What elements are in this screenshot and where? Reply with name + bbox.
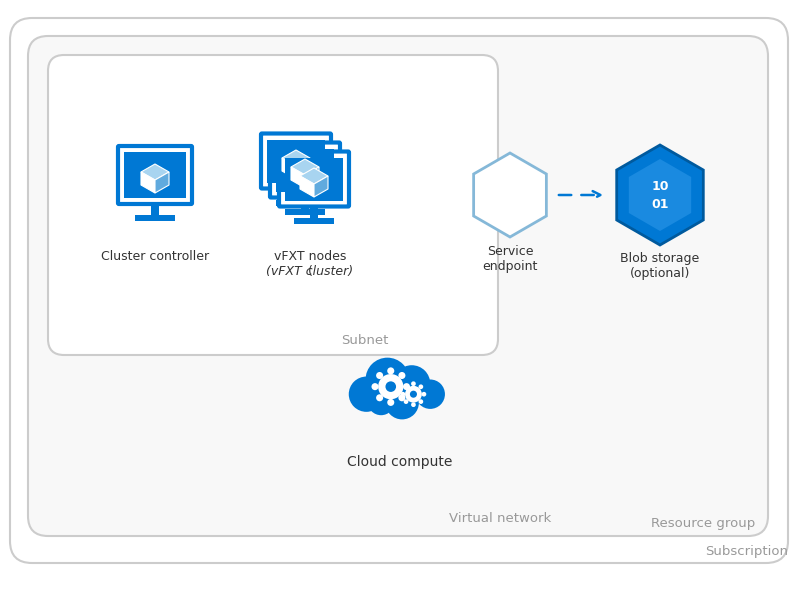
Polygon shape [141,164,169,180]
Circle shape [415,380,445,409]
Bar [301,196,309,208]
Circle shape [418,400,423,404]
Bar [294,217,334,223]
Text: (vFXT cluster): (vFXT cluster) [266,265,354,278]
Polygon shape [629,159,691,231]
Bar [285,208,325,214]
Polygon shape [617,145,703,245]
Text: Subscription: Subscription [705,545,788,558]
Polygon shape [141,172,155,193]
Text: Service: Service [486,245,534,258]
FancyBboxPatch shape [28,36,768,536]
Circle shape [378,374,403,400]
Polygon shape [291,167,305,188]
Circle shape [376,394,383,401]
Circle shape [404,400,408,404]
Text: Cluster controller: Cluster controller [101,250,209,263]
Bar [310,205,318,217]
Polygon shape [282,150,310,166]
Bar [135,215,175,221]
Text: Cloud compute: Cloud compute [347,455,453,469]
Text: Virtual network: Virtual network [449,512,551,525]
Polygon shape [300,168,328,184]
Circle shape [386,386,419,419]
Text: Blob storage: Blob storage [620,252,700,265]
Text: endpoint: endpoint [482,260,538,273]
Polygon shape [300,176,314,197]
Text: 10: 10 [651,180,669,193]
Circle shape [418,385,423,389]
Text: Subnet: Subnet [342,334,389,347]
Circle shape [387,399,394,406]
Circle shape [394,365,430,402]
Text: vFXT nodes: vFXT nodes [274,250,346,263]
Text: 01: 01 [651,198,669,211]
Polygon shape [291,159,319,175]
Text: Resource group: Resource group [650,517,755,530]
FancyBboxPatch shape [10,18,788,563]
Polygon shape [474,153,546,237]
Circle shape [376,372,383,379]
Polygon shape [305,167,319,188]
Polygon shape [314,176,328,197]
FancyBboxPatch shape [279,152,349,207]
FancyBboxPatch shape [261,134,331,189]
Circle shape [404,385,408,389]
Bar [276,199,316,205]
FancyBboxPatch shape [118,146,192,204]
Bar [267,140,325,183]
FancyBboxPatch shape [48,55,498,355]
Bar [276,149,334,192]
Circle shape [422,392,426,397]
Polygon shape [155,172,169,193]
Text: (optional): (optional) [630,267,690,280]
Circle shape [368,388,394,415]
Circle shape [411,403,416,407]
Circle shape [411,382,416,386]
Bar [151,203,159,215]
Bar [285,158,343,201]
Circle shape [401,392,406,397]
Circle shape [403,383,410,390]
Circle shape [349,377,384,412]
Circle shape [410,391,417,398]
Text: (: ( [307,265,313,278]
Circle shape [387,367,394,374]
Circle shape [371,383,378,390]
Polygon shape [296,158,310,179]
Circle shape [405,386,422,403]
Circle shape [366,358,410,401]
Circle shape [398,394,406,401]
Bar [292,187,300,199]
Polygon shape [282,158,296,179]
FancyBboxPatch shape [270,143,340,198]
Circle shape [398,372,406,379]
Circle shape [386,382,396,392]
Bar [124,152,186,198]
